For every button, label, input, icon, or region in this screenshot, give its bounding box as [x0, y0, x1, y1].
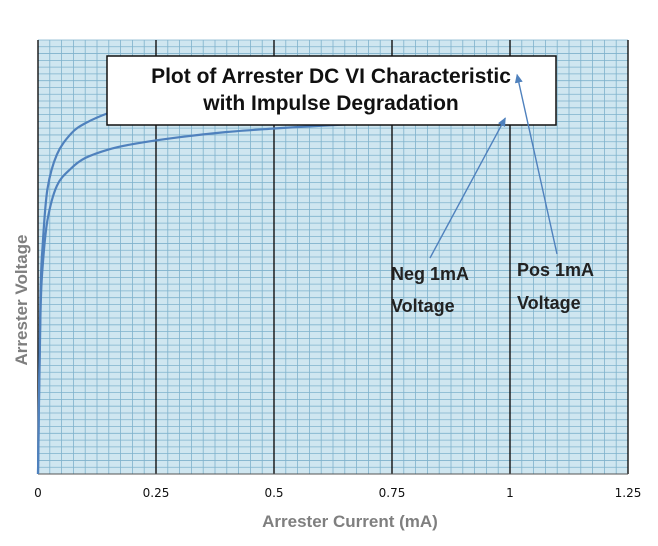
neg-annotation-line-1: Neg 1mA [391, 264, 469, 284]
y-axis-label: Arrester Voltage [12, 234, 31, 365]
x-tick-label: 1 [506, 486, 514, 500]
x-tick-label: 0.75 [379, 486, 406, 500]
pos-annotation-arrow [514, 73, 558, 255]
x-tick-labels: 0 0.25 0.5 0.75 1 1.25 [34, 486, 641, 500]
pos-annotation: Pos 1mA Voltage [517, 260, 594, 313]
x-axis-label: Arrester Current (mA) [262, 512, 438, 531]
chart-title-line-2: with Impulse Degradation [202, 92, 459, 115]
neg-annotation: Neg 1mA Voltage [391, 264, 469, 316]
title-box: Plot of Arrester DC VI Characteristic wi… [106, 55, 557, 126]
x-tick-label: 0 [34, 486, 42, 500]
neg-annotation-line-2: Voltage [391, 296, 455, 316]
chart-title-line-1: Plot of Arrester DC VI Characteristic [151, 65, 511, 88]
pos-annotation-line-2: Voltage [517, 293, 581, 313]
pos-annotation-line-1: Pos 1mA [517, 260, 594, 280]
x-tick-label: 0.5 [264, 486, 283, 500]
neg-annotation-arrow [429, 117, 506, 259]
x-tick-label: 1.25 [615, 486, 642, 500]
x-tick-label: 0.25 [143, 486, 170, 500]
